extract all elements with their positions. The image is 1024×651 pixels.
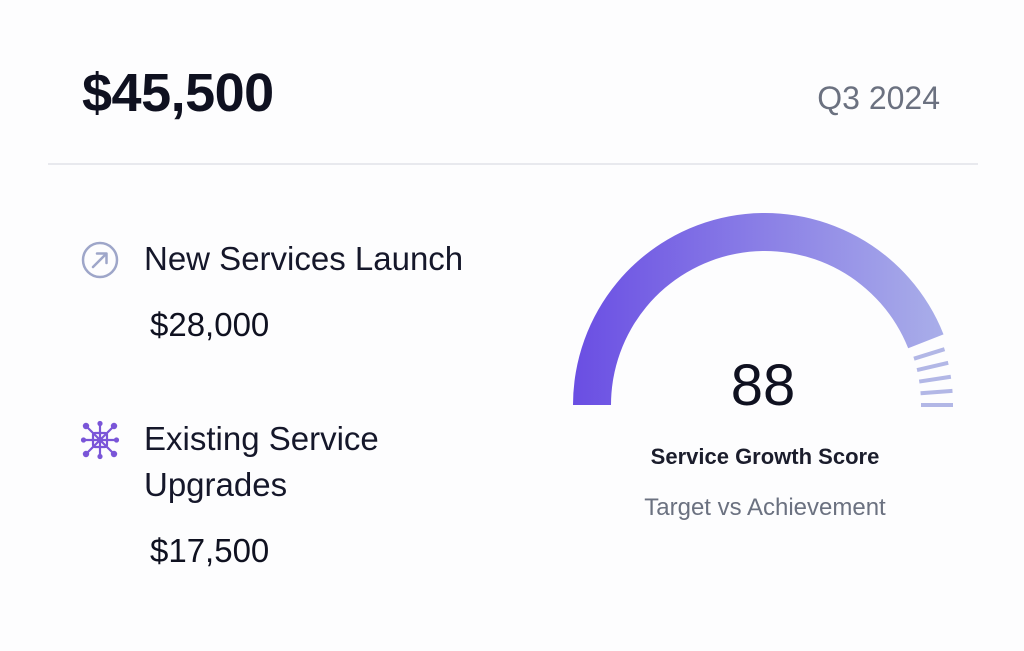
gauge-filled-arc [573, 212, 944, 405]
arrow-up-right-circle-icon [80, 240, 120, 280]
gauge-remaining-ticks [913, 347, 953, 407]
growth-score-value: 88 [730, 353, 796, 418]
breakdown-item-label: Existing Service Upgrades [144, 420, 379, 503]
gauge-tick [913, 347, 946, 361]
gauge-tick [916, 360, 949, 372]
gauge-tick [918, 374, 952, 384]
gauge-tick [920, 388, 953, 396]
breakdown-item-value: $17,500 [150, 532, 270, 569]
total-revenue: $45,500 [82, 63, 274, 123]
network-nodes-icon [80, 420, 120, 460]
card-header: $45,500 Q3 2024 [48, 0, 978, 165]
breakdown-item-value: $28,000 [150, 306, 270, 343]
gauge-arc-graphic [573, 212, 953, 407]
period-label: Q3 2024 [817, 80, 940, 116]
growth-score-label: Service Growth Score [650, 444, 880, 469]
growth-score-sublabel: Target vs Achievement [644, 494, 886, 521]
breakdown-item-label: New Services Launch [144, 240, 464, 277]
growth-score-gauge: 88 Service Growth Score Target vs Achiev… [560, 200, 980, 530]
